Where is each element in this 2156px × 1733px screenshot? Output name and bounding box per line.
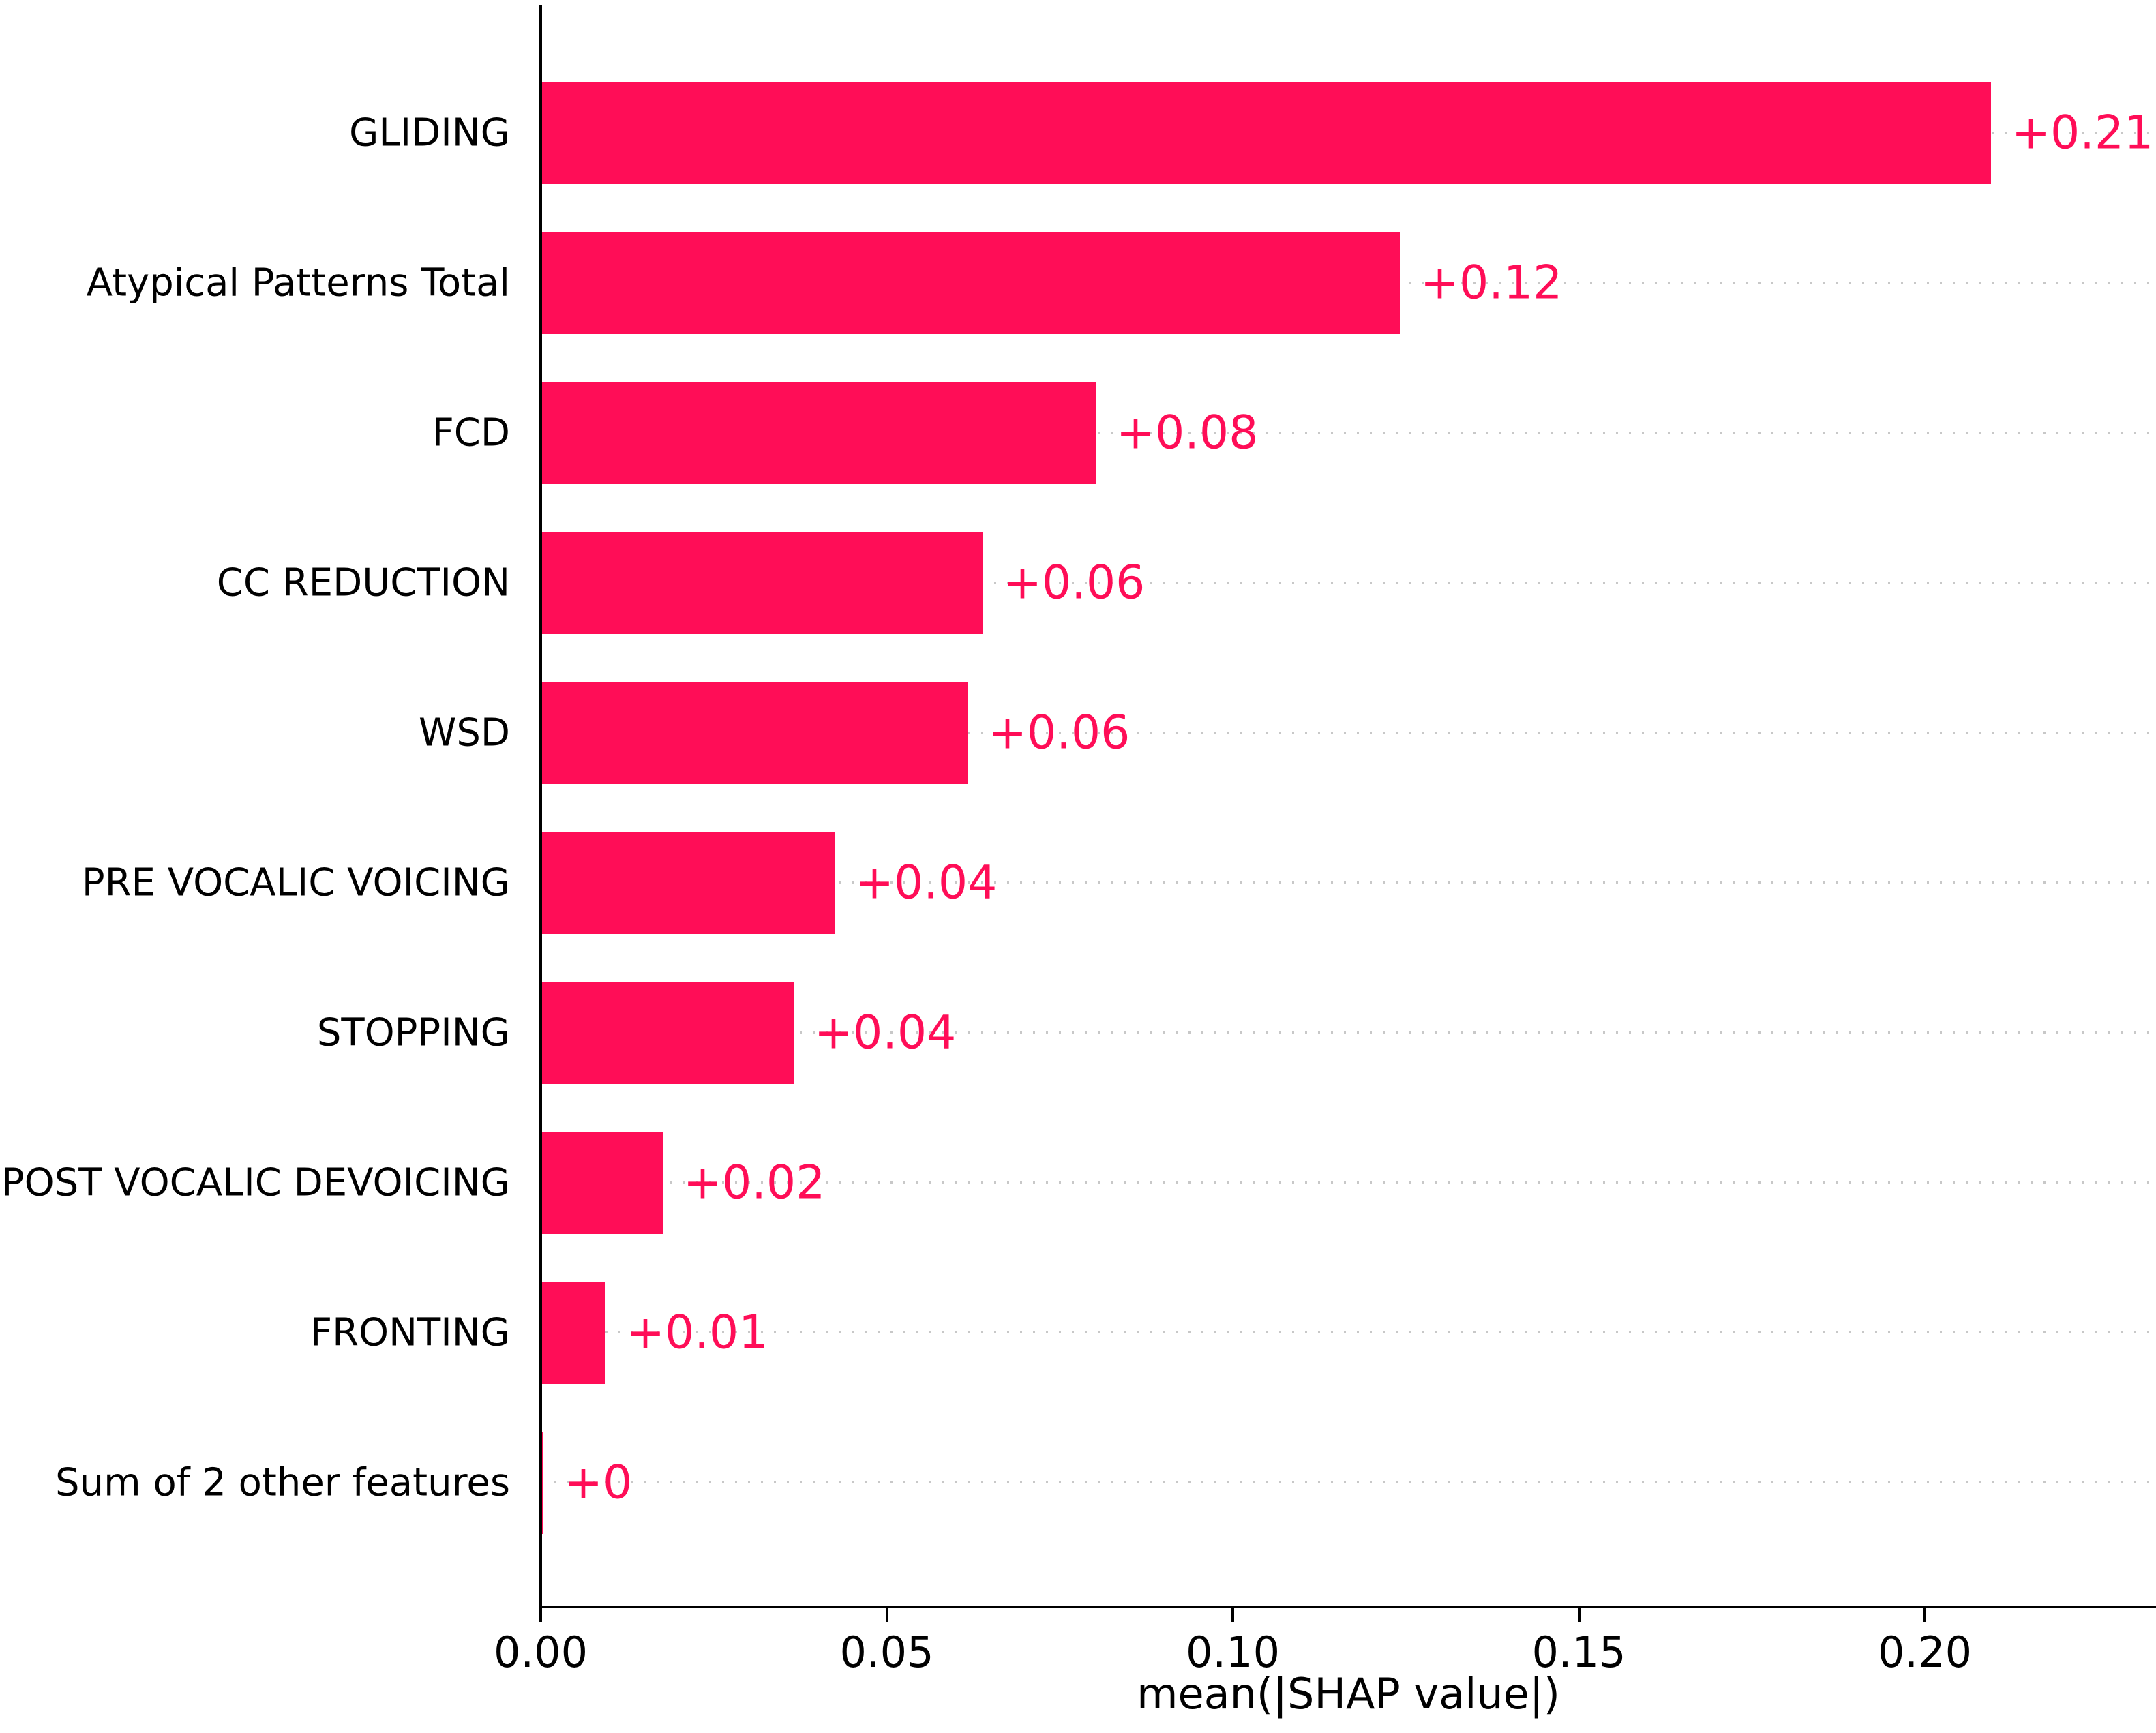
bar-value-label: +0.08: [1116, 406, 1259, 460]
bar-value-label: +0.06: [988, 706, 1131, 760]
category-label: POST VOCALIC DEVOICING: [1, 1160, 510, 1205]
x-axis-spine: [539, 1606, 2156, 1608]
bar-value-label: +0: [564, 1456, 633, 1510]
row-gridline: [541, 881, 2156, 884]
bar-value-label: +0.04: [855, 856, 998, 910]
category-label: WSD: [418, 710, 510, 755]
y-axis-spine: [539, 5, 542, 1607]
shap-bar: [542, 82, 1991, 184]
row-gridline: [541, 432, 2156, 434]
category-label: STOPPING: [316, 1010, 510, 1055]
x-tick-label: 0.10: [1185, 1627, 1281, 1677]
row-gridline: [541, 1481, 2156, 1483]
shap-bar: [542, 982, 794, 1084]
row-gridline: [541, 582, 2156, 584]
bar-value-label: +0.02: [683, 1156, 826, 1210]
shap-bar: [542, 232, 1400, 334]
x-tick-mark: [1923, 1607, 1926, 1622]
shap-bar: [542, 1282, 605, 1384]
category-label: FRONTING: [310, 1310, 510, 1355]
row-gridline: [541, 1181, 2156, 1184]
row-gridline: [541, 1031, 2156, 1034]
x-tick-label: 0.20: [1877, 1627, 1973, 1677]
shap-bar: [542, 832, 835, 934]
x-tick-mark: [1577, 1607, 1581, 1622]
row-gridline: [541, 732, 2156, 734]
category-label: FCD: [432, 410, 510, 455]
category-label: Sum of 2 other features: [55, 1460, 510, 1505]
bar-value-label: +0.06: [1003, 556, 1146, 610]
bar-value-label: +0.21: [2011, 106, 2154, 160]
row-gridline: [541, 1331, 2156, 1333]
shap-bar: [542, 382, 1096, 484]
x-tick-mark: [1231, 1607, 1234, 1622]
shap-bar: [542, 682, 968, 784]
shap-bar: [542, 1132, 663, 1234]
category-label: GLIDING: [348, 110, 510, 155]
x-axis-label: mean(|SHAP value|): [1137, 1669, 1560, 1719]
bar-value-label: +0.12: [1420, 256, 1563, 310]
x-tick-label: 0.15: [1531, 1627, 1626, 1677]
x-tick-mark: [539, 1607, 542, 1622]
x-tick-label: 0.05: [839, 1627, 934, 1677]
x-tick-label: 0.00: [493, 1627, 588, 1677]
category-label: CC REDUCTION: [216, 560, 510, 605]
category-label: PRE VOCALIC VOICING: [81, 860, 510, 905]
x-tick-mark: [885, 1607, 888, 1622]
category-label: Atypical Patterns Total: [86, 260, 510, 305]
bar-value-label: +0.01: [626, 1306, 768, 1360]
shap-bar: [542, 1432, 543, 1534]
bar-value-label: +0.04: [814, 1006, 957, 1060]
shap-bar: [542, 532, 983, 634]
